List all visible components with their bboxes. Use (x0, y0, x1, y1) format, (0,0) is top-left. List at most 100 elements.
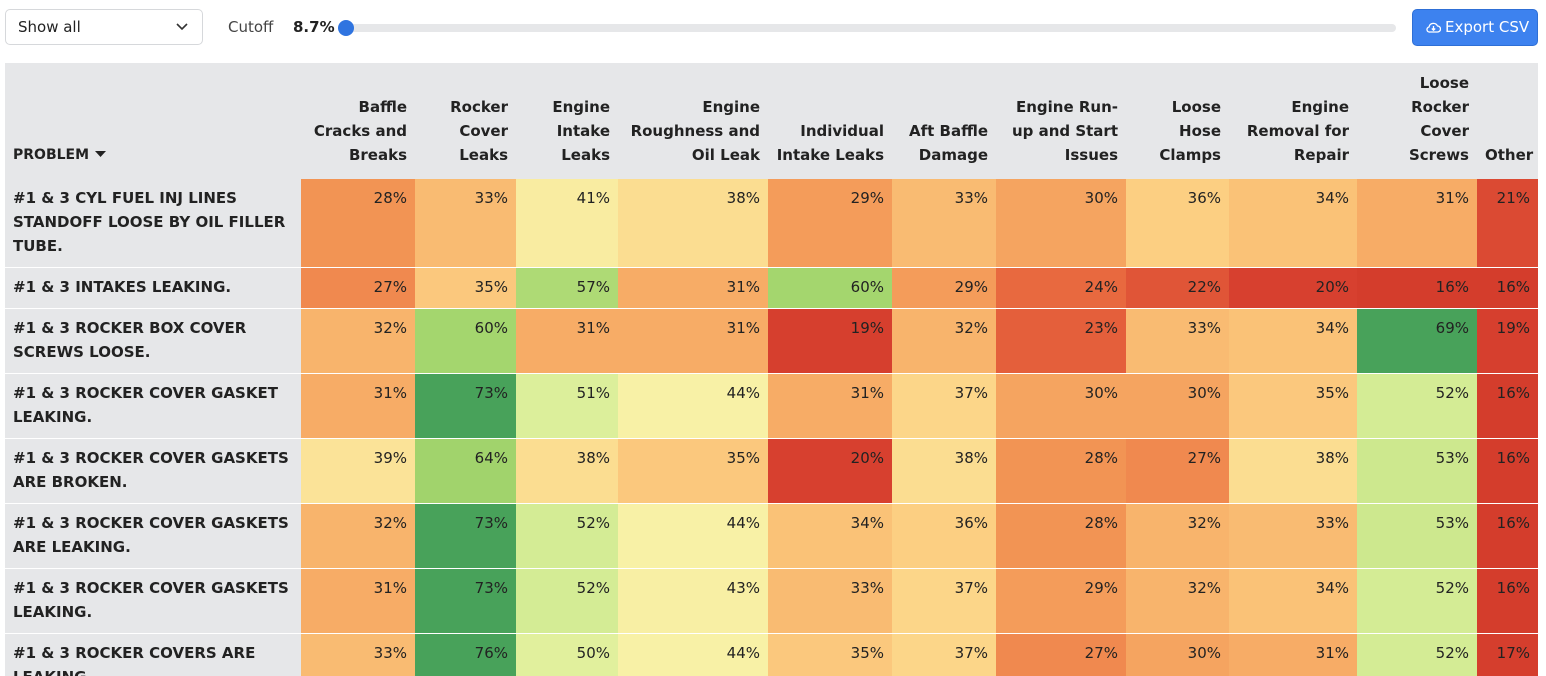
cutoff-label: Cutoff (228, 18, 274, 36)
heat-cell: 27% (996, 633, 1126, 676)
table-row: #1 & 3 ROCKER COVER GASKETS ARE BROKEN. 3… (5, 438, 1538, 504)
heat-cell: 44% (618, 633, 768, 676)
heat-cell: 44% (618, 373, 768, 439)
heat-cell: 53% (1357, 503, 1477, 569)
heat-cell: 17% (1477, 633, 1538, 676)
heat-cell: 51% (516, 373, 618, 439)
problem-cell: #1 & 3 CYL FUEL INJ LINES STANDOFF LOOSE… (5, 179, 301, 268)
heat-cell: 52% (1357, 633, 1477, 676)
export-button[interactable]: Export CSV (1412, 9, 1538, 46)
cutoff-value: 8.7% (293, 18, 335, 36)
heat-cell: 50% (516, 633, 618, 676)
heat-cell: 38% (1229, 438, 1357, 504)
column-header[interactable]: Engine Removal for Repair (1229, 63, 1357, 179)
heat-cell: 28% (996, 503, 1126, 569)
column-header[interactable]: Baffle Cracks and Breaks (301, 63, 415, 179)
heat-cell: 31% (301, 373, 415, 439)
heat-cell: 33% (892, 179, 996, 268)
filter-value: Show all (18, 18, 81, 36)
heat-cell: 30% (996, 179, 1126, 268)
slider-knob[interactable] (338, 20, 354, 36)
heat-cell: 52% (516, 568, 618, 634)
heat-cell: 30% (996, 373, 1126, 439)
heat-cell: 64% (415, 438, 516, 504)
heat-cell: 35% (618, 438, 768, 504)
problem-header[interactable]: PROBLEM (5, 63, 301, 179)
heat-cell: 32% (301, 503, 415, 569)
heat-cell: 60% (415, 308, 516, 374)
heat-cell: 33% (768, 568, 892, 634)
heat-cell: 35% (415, 267, 516, 309)
problem-cell: #1 & 3 ROCKER COVER GASKET LEAKING. (5, 373, 301, 439)
heat-cell: 16% (1477, 568, 1538, 634)
table-row: #1 & 3 ROCKER COVERS ARE LEAKING.33%76%5… (5, 633, 1538, 676)
heat-cell: 52% (1357, 568, 1477, 634)
heat-cell: 31% (768, 373, 892, 439)
header-label: Other (1485, 146, 1534, 164)
problem-cell: #1 & 3 INTAKES LEAKING. (5, 267, 301, 309)
column-header[interactable]: Other (1477, 63, 1538, 179)
heat-cell: 32% (1126, 568, 1229, 634)
header-label: Aft Baffle Damage (909, 122, 988, 164)
table-row: #1 & 3 CYL FUEL INJ LINES STANDOFF LOOSE… (5, 179, 1538, 268)
heat-cell: 16% (1477, 267, 1538, 309)
export-label: Export CSV (1445, 18, 1530, 36)
heat-cell: 52% (516, 503, 618, 569)
column-header[interactable]: Rocker Cover Leaks (415, 63, 516, 179)
heat-cell: 32% (301, 308, 415, 374)
problem-cell: #1 & 3 ROCKER BOX COVER SCREWS LOOSE. (5, 308, 301, 374)
heat-cell: 20% (768, 438, 892, 504)
heat-cell: 73% (415, 503, 516, 569)
column-header[interactable]: Individual Intake Leaks (768, 63, 892, 179)
heat-cell: 34% (768, 503, 892, 569)
header-row: PROBLEM Baffle Cracks and Breaks Rocker Co… (5, 63, 1538, 179)
heat-cell: 27% (1126, 438, 1229, 504)
header-label: Engine Removal for Repair (1246, 98, 1349, 164)
header-label: Individual Intake Leaks (776, 122, 884, 164)
heat-cell: 29% (892, 267, 996, 309)
column-header[interactable]: Loose Hose Clamps (1126, 63, 1229, 179)
heat-cell: 33% (1126, 308, 1229, 374)
table-row: #1 & 3 ROCKER BOX COVER SCREWS LOOSE. 32%… (5, 308, 1538, 374)
heat-cell: 35% (768, 633, 892, 676)
heat-cell: 38% (618, 179, 768, 268)
problem-cell: #1 & 3 ROCKER COVER GASKETS ARE BROKEN. (5, 438, 301, 504)
filter-select[interactable]: Show all (5, 9, 203, 45)
column-header[interactable]: Engine Intake Leaks (516, 63, 618, 179)
heat-cell: 28% (301, 179, 415, 268)
table-row: #1 & 3 ROCKER COVER GASKETS LEAKING. 31% 7… (5, 568, 1538, 634)
heat-cell: 34% (1229, 308, 1357, 374)
cutoff-slider[interactable] (345, 24, 1396, 32)
heat-cell: 28% (996, 438, 1126, 504)
heat-cell: 19% (1477, 308, 1538, 374)
column-header[interactable]: Engine Roughness and Oil Leak (618, 63, 768, 179)
heat-cell: 31% (1357, 179, 1477, 268)
heat-cell: 16% (1357, 267, 1477, 309)
heat-cell: 22% (1126, 267, 1229, 309)
heat-cell: 36% (1126, 179, 1229, 268)
heat-cell: 29% (996, 568, 1126, 634)
column-header[interactable]: Aft Baffle Damage (892, 63, 996, 179)
heatmap-table: PROBLEM Baffle Cracks and Breaks Rocker Co… (5, 63, 1538, 676)
cloud-icon (1426, 22, 1441, 33)
heat-cell: 52% (1357, 373, 1477, 439)
heat-cell: 53% (1357, 438, 1477, 504)
heat-cell: 38% (892, 438, 996, 504)
column-header[interactable]: Loose Rocker Cover Screws (1357, 63, 1477, 179)
heat-cell: 73% (415, 568, 516, 634)
heat-cell: 32% (1126, 503, 1229, 569)
heat-cell: 76% (415, 633, 516, 676)
heat-cell: 33% (1229, 503, 1357, 569)
heat-cell: 60% (768, 267, 892, 309)
heat-cell: 32% (892, 308, 996, 374)
heat-cell: 57% (516, 267, 618, 309)
heat-cell: 34% (1229, 179, 1357, 268)
heat-cell: 44% (618, 503, 768, 569)
heat-cell: 16% (1477, 373, 1538, 439)
header-label: Loose Hose Clamps (1159, 98, 1221, 164)
sort-icon (95, 151, 107, 157)
heat-cell: 39% (301, 438, 415, 504)
heat-cell: 30% (1126, 373, 1229, 439)
column-header[interactable]: Engine Run-up and Start Issues (996, 63, 1126, 179)
